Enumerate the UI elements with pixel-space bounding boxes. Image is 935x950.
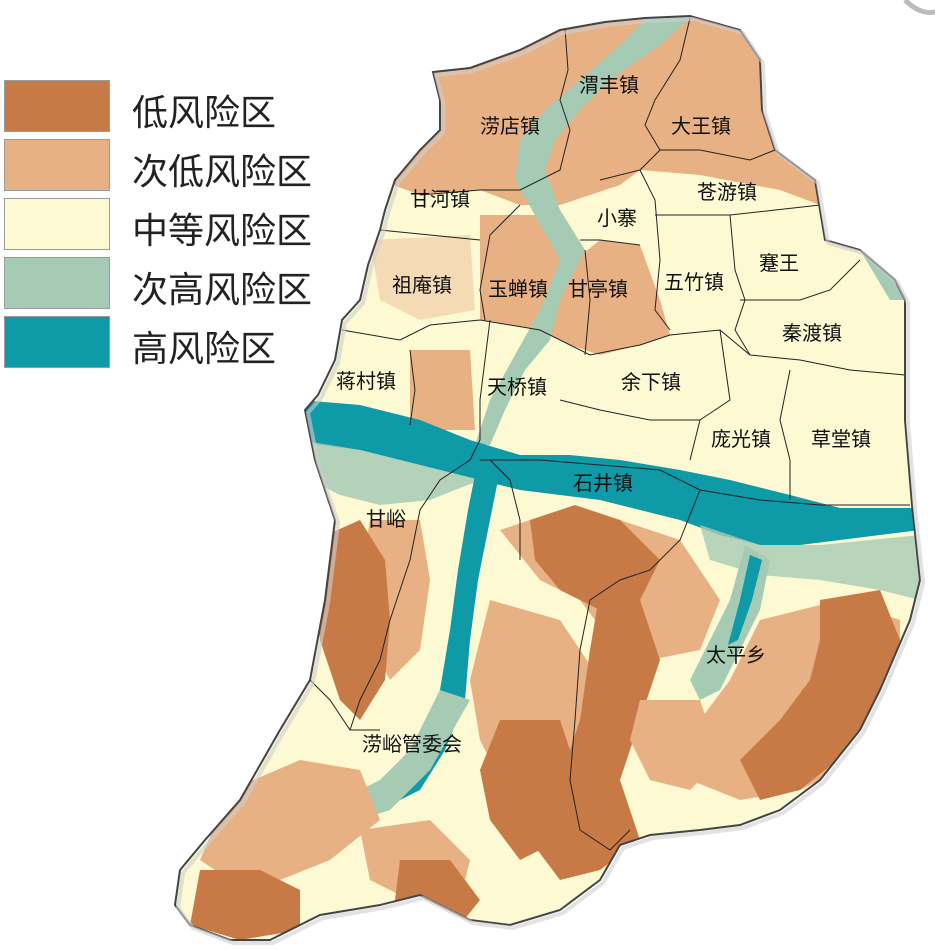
boundary-laoyu-shijing xyxy=(489,459,521,560)
town-label-ganhe: 甘河镇 xyxy=(410,187,470,211)
county-outline-shadow xyxy=(175,16,926,945)
legend-swatch-low-risk xyxy=(4,80,110,132)
legend-swatch-medium-risk xyxy=(4,198,110,250)
legend-label-lower-risk: 次低风险区 xyxy=(132,152,313,193)
legend-label-higher-risk: 次高风险区 xyxy=(132,270,313,311)
boundary-laoyu-taiping xyxy=(569,489,701,851)
zone-high-risk-valley-taiping xyxy=(728,555,762,645)
boundary-jianwang-qindu xyxy=(740,259,861,301)
township-boundaries xyxy=(309,17,910,851)
zone-higher-risk-fringe-west xyxy=(300,440,480,505)
town-label-qindu: 秦渡镇 xyxy=(782,321,842,345)
corner-arc xyxy=(903,0,935,15)
town-label-yuxia: 余下镇 xyxy=(621,370,681,394)
legend-item-lower-risk: 次低风险区 xyxy=(4,137,334,196)
legend-label-high-risk: 高风险区 xyxy=(132,329,277,370)
legend-item-low-risk: 低风险区 xyxy=(4,78,334,137)
zone-low-risk-laoyu-ridge xyxy=(480,720,580,860)
boundary-yuxia-south xyxy=(559,399,700,421)
town-label-pangguang: 庞光镇 xyxy=(711,427,771,451)
town-label-laodian: 涝店镇 xyxy=(480,114,540,138)
boundary-ganyu-south xyxy=(309,679,380,731)
boundary-jiangcun-tianqiao xyxy=(409,349,416,426)
boundary-yuchan-ganting xyxy=(584,249,591,356)
legend-swatch-lower-risk xyxy=(4,139,110,191)
town-label-shijing: 石井镇 xyxy=(573,471,633,495)
legend-label-low-risk: 低风险区 xyxy=(132,93,277,134)
town-label-cangyou: 苍游镇 xyxy=(697,180,757,204)
zone-high-risk-belt xyxy=(300,400,920,545)
town-labels: 渭丰镇 涝店镇 大王镇 甘河镇 苍游镇 小寨 祖庵镇 玉蝉镇 甘亭镇 五竹镇 蹇… xyxy=(336,73,871,756)
boundary-laodian-ganhe xyxy=(419,27,571,196)
town-label-jiangcun: 蒋村镇 xyxy=(336,369,396,393)
zone-high-risk-valley-laoyu xyxy=(400,460,500,800)
town-label-caotang: 草堂镇 xyxy=(811,427,871,451)
legend-label-medium-risk: 中等风险区 xyxy=(132,211,313,252)
map-legend: 低风险区 次低风险区 中等风险区 次高风险区 高风险区 xyxy=(4,78,334,373)
town-label-laoyu: 涝峪管委会 xyxy=(362,732,462,756)
zone-higher-risk-fringe-east xyxy=(700,525,920,600)
boundary-dawang-cangyou xyxy=(660,149,776,161)
legend-item-medium-risk: 中等风险区 xyxy=(4,196,334,255)
zone-lower-risk-zuan xyxy=(370,235,475,320)
legend-swatch-high-risk xyxy=(4,316,110,368)
zone-lower-risk-yuchan-ganting xyxy=(480,215,670,355)
zone-higher-risk-river xyxy=(475,16,690,445)
town-label-ganyu: 甘峪 xyxy=(366,507,406,531)
town-label-wuzhu: 五竹镇 xyxy=(664,270,724,294)
zone-lower-risk-jiangcun xyxy=(410,350,475,430)
town-label-ganting: 甘亭镇 xyxy=(568,277,628,301)
town-label-zuan: 祖庵镇 xyxy=(392,273,452,297)
town-label-yuchan: 玉蝉镇 xyxy=(488,277,548,301)
boundary-plain-mountain xyxy=(480,459,910,506)
boundary-ganhe-zuan xyxy=(379,229,481,241)
town-label-dawang: 大王镇 xyxy=(671,114,731,138)
boundary-ganhe-yuchan xyxy=(479,204,521,321)
town-label-weifeng: 渭丰镇 xyxy=(579,73,639,97)
legend-item-high-risk: 高风险区 xyxy=(4,314,334,373)
risk-zones xyxy=(175,16,920,940)
boundary-ganyu-laoyu xyxy=(349,439,481,731)
town-label-xiaozhai: 小寨 xyxy=(597,206,637,230)
town-label-taiping: 太平乡 xyxy=(706,643,766,667)
zone-low-risk-shijing-ridge xyxy=(530,505,660,610)
boundary-tianqiao-west xyxy=(479,319,491,440)
boundary-yuchan-ganting-top xyxy=(580,239,641,246)
zone-lower-risk-south-6 xyxy=(630,700,720,790)
zone-low-risk-southwest xyxy=(190,870,300,940)
boundary-pangguang-caotang xyxy=(779,369,791,500)
legend-swatch-higher-risk xyxy=(4,257,110,309)
zone-low-risk-taiping-ridge xyxy=(740,590,900,800)
boundary-yuxia-pangguang xyxy=(689,329,731,461)
boundary-xiaozhai-wuzhu xyxy=(639,169,671,331)
town-label-tianqiao: 天桥镇 xyxy=(487,375,547,399)
legend-item-higher-risk: 次高风险区 xyxy=(4,255,334,314)
town-label-jianwang: 蹇王 xyxy=(759,251,799,275)
boundary-midline xyxy=(341,319,906,376)
